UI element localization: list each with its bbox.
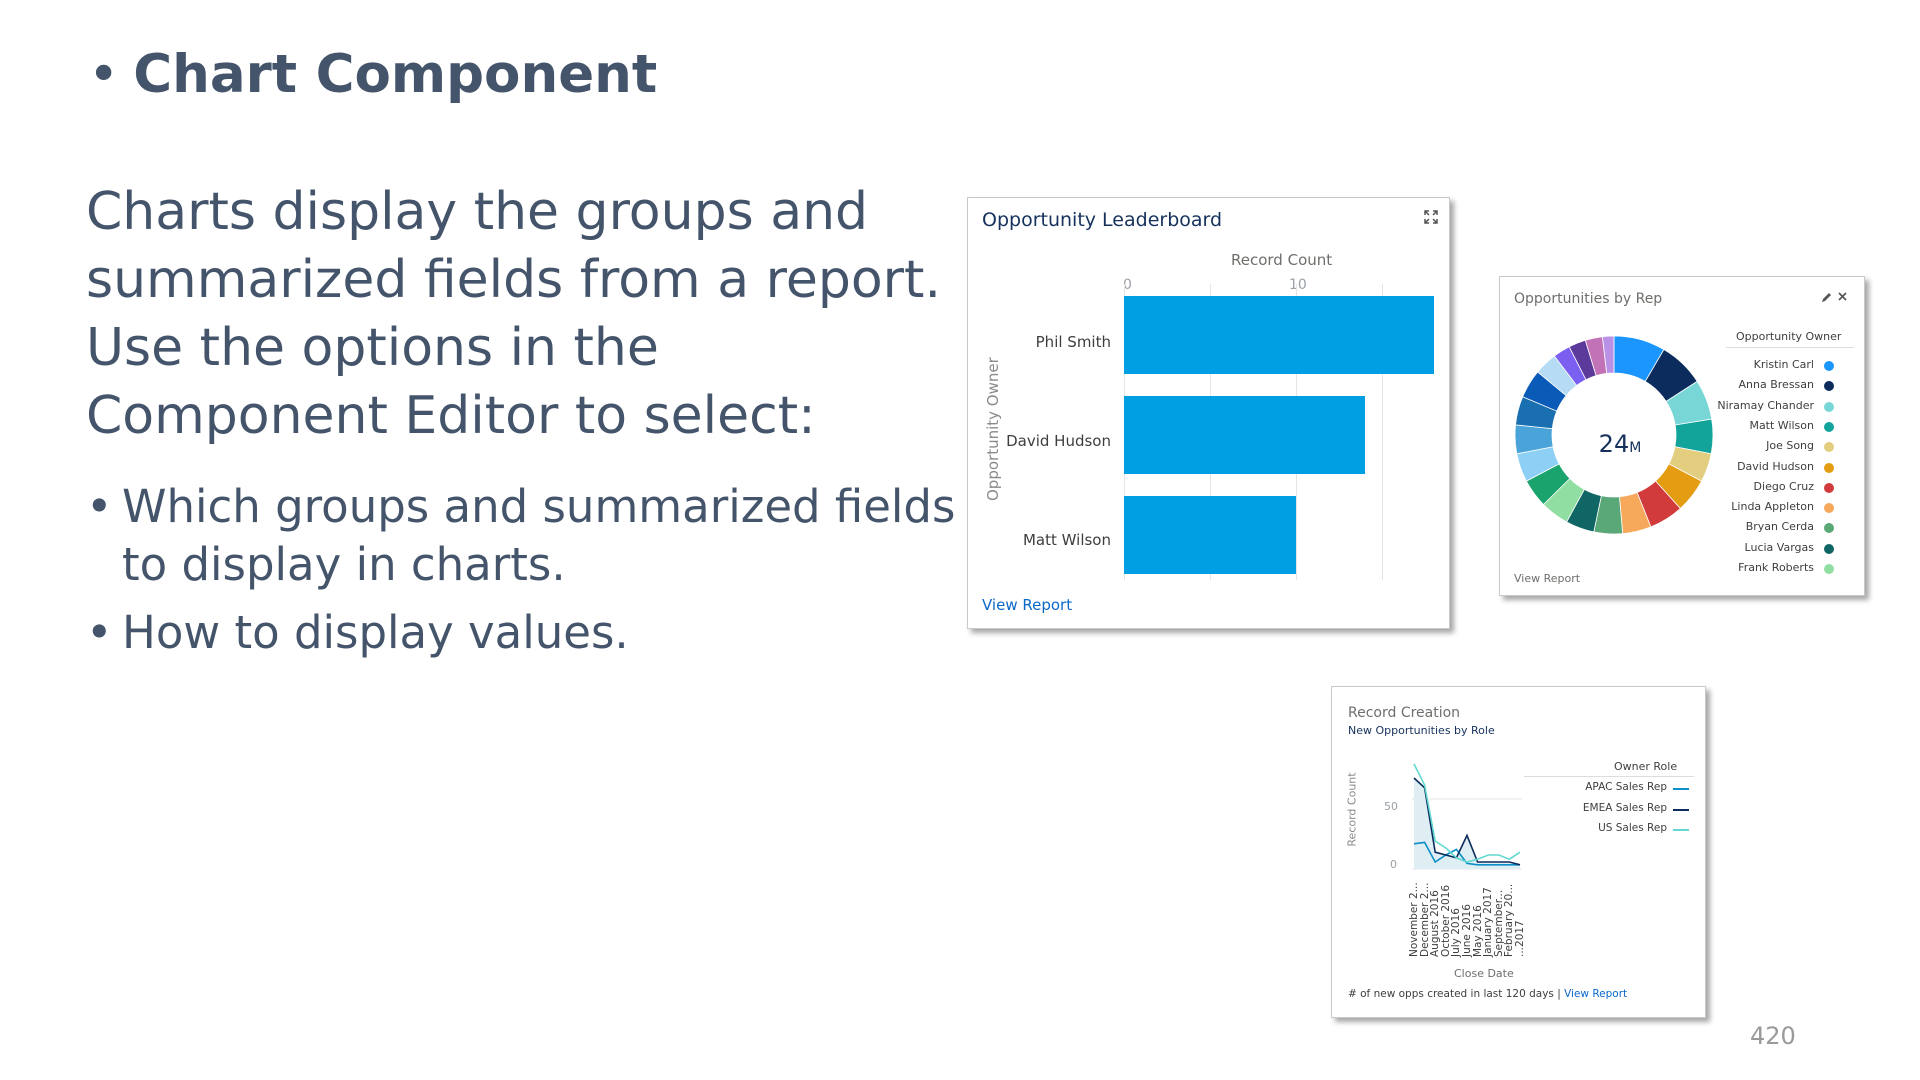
legend-swatch bbox=[1824, 421, 1834, 432]
view-report-link[interactable]: View Report bbox=[1564, 988, 1628, 1000]
legend-swatch bbox=[1824, 543, 1834, 554]
legend-swatch bbox=[1824, 442, 1834, 453]
legend-swatch bbox=[1824, 401, 1834, 412]
legend-label: US Sales Rep bbox=[1598, 822, 1667, 834]
legend-swatch bbox=[1673, 829, 1689, 831]
bullet-marker: • bbox=[86, 480, 113, 533]
bullet-list: • Which groups and summarized fields to … bbox=[86, 478, 955, 672]
legend-label: Linda Appleton bbox=[1731, 500, 1814, 514]
legend-label: Joe Song bbox=[1766, 439, 1814, 453]
leaderboard-card: Opportunity Leaderboard Record Count 0 1… bbox=[967, 197, 1450, 629]
intro-line: summarized fields from a report. bbox=[86, 250, 941, 310]
legend-swatch bbox=[1824, 462, 1834, 473]
donut-center-value: 24M bbox=[1594, 430, 1646, 458]
donut-slice[interactable] bbox=[1601, 335, 1615, 374]
card-subtitle: New Opportunities by Role bbox=[1348, 724, 1495, 737]
card-footer: # of new opps created in last 120 days |… bbox=[1348, 988, 1627, 1000]
bar[interactable] bbox=[1124, 296, 1434, 374]
category-label: Matt Wilson bbox=[1022, 531, 1111, 549]
x-tick: 10 bbox=[1289, 277, 1307, 293]
pencil-icon[interactable] bbox=[1821, 291, 1833, 303]
bullet-marker: • bbox=[86, 606, 113, 659]
bullet-item: • How to display values. bbox=[86, 604, 926, 662]
card-title: Opportunities by Rep bbox=[1514, 291, 1663, 307]
legend-label: Diego Cruz bbox=[1753, 479, 1814, 493]
slide-title: • Chart Component bbox=[88, 44, 657, 105]
intro-line: Charts display the groups and bbox=[86, 182, 869, 242]
reps-card: Opportunities by Rep 24M Opportunity Own… bbox=[1499, 276, 1865, 596]
card-title: Record Creation bbox=[1348, 705, 1461, 721]
legend-label: Matt Wilson bbox=[1749, 418, 1814, 432]
bullet-marker: • bbox=[88, 44, 120, 105]
bar[interactable] bbox=[1124, 396, 1366, 474]
legend-swatch bbox=[1673, 808, 1689, 811]
series-line[interactable] bbox=[1413, 841, 1520, 866]
gridline bbox=[1382, 284, 1383, 580]
intro-line: Component Editor to select: bbox=[86, 386, 816, 446]
legend-label: Bryan Cerda bbox=[1745, 520, 1814, 534]
footer-text: # of new opps created in last 120 days | bbox=[1348, 988, 1565, 1000]
total-unit: M bbox=[1629, 440, 1642, 456]
legend-swatch bbox=[1824, 523, 1834, 534]
y-axis-title: Opportunity Owner bbox=[984, 357, 1002, 501]
x-tick: 0 bbox=[1123, 277, 1132, 293]
legend-swatch bbox=[1824, 564, 1834, 574]
legend-title: Opportunity Owner bbox=[1736, 330, 1842, 343]
area-fill bbox=[1414, 778, 1520, 869]
card-title: Opportunity Leaderboard bbox=[982, 209, 1223, 231]
legend-divider bbox=[1726, 347, 1854, 348]
close-icon[interactable] bbox=[1837, 291, 1848, 302]
legend-swatch bbox=[1824, 482, 1834, 493]
x-tick: ...2017 bbox=[1514, 920, 1526, 957]
legend-swatch bbox=[1673, 788, 1689, 790]
legend-swatch bbox=[1824, 361, 1834, 371]
line-chart bbox=[1412, 763, 1522, 870]
page-number: 420 bbox=[1750, 1022, 1796, 1050]
total-number: 24 bbox=[1598, 430, 1630, 458]
series-line[interactable] bbox=[1413, 763, 1521, 863]
y-tick: 0 bbox=[1390, 858, 1397, 871]
legend-title: Owner Role bbox=[1614, 760, 1678, 773]
legend-label: Frank Roberts bbox=[1738, 561, 1814, 574]
legend-label: David Hudson bbox=[1737, 459, 1814, 473]
legend-swatch bbox=[1824, 381, 1834, 392]
legend-label: Anna Bressan bbox=[1738, 378, 1814, 392]
x-axis-title: Record Count bbox=[1231, 251, 1333, 269]
bullet-item: • Which groups and summarized fields to … bbox=[86, 478, 955, 594]
category-label: Phil Smith bbox=[1035, 333, 1111, 351]
x-axis-title: Close Date bbox=[1454, 967, 1514, 980]
record-creation-card: Record Creation New Opportunities by Rol… bbox=[1331, 686, 1706, 1018]
legend-label: Niramay Chander bbox=[1717, 398, 1814, 412]
expand-icon[interactable] bbox=[1424, 210, 1438, 224]
y-tick: 50 bbox=[1384, 800, 1398, 813]
view-report-link[interactable]: View Report bbox=[1514, 572, 1581, 585]
intro-paragraph: Charts display the groups and summarized… bbox=[86, 178, 941, 450]
legend-label: Kristin Carl bbox=[1753, 358, 1814, 371]
donut-chart bbox=[1514, 335, 1714, 535]
intro-line: Use the options in the bbox=[86, 318, 659, 378]
legend-label: APAC Sales Rep bbox=[1585, 781, 1667, 793]
view-report-link[interactable]: View Report bbox=[982, 596, 1073, 614]
bullet-text: to display in charts. bbox=[122, 538, 566, 591]
category-label: David Hudson bbox=[1006, 432, 1111, 450]
series-line[interactable] bbox=[1413, 777, 1521, 866]
legend-label: Lucia Vargas bbox=[1744, 540, 1814, 554]
y-axis-title: Record Count bbox=[1345, 772, 1359, 847]
bullet-text: How to display values. bbox=[122, 606, 629, 659]
legend-divider bbox=[1524, 776, 1694, 777]
slide-title-text: Chart Component bbox=[133, 44, 658, 105]
bullet-text: Which groups and summarized fields bbox=[122, 480, 956, 533]
bar[interactable] bbox=[1124, 496, 1297, 574]
legend-label: EMEA Sales Rep bbox=[1582, 801, 1667, 814]
legend-swatch bbox=[1824, 503, 1834, 514]
